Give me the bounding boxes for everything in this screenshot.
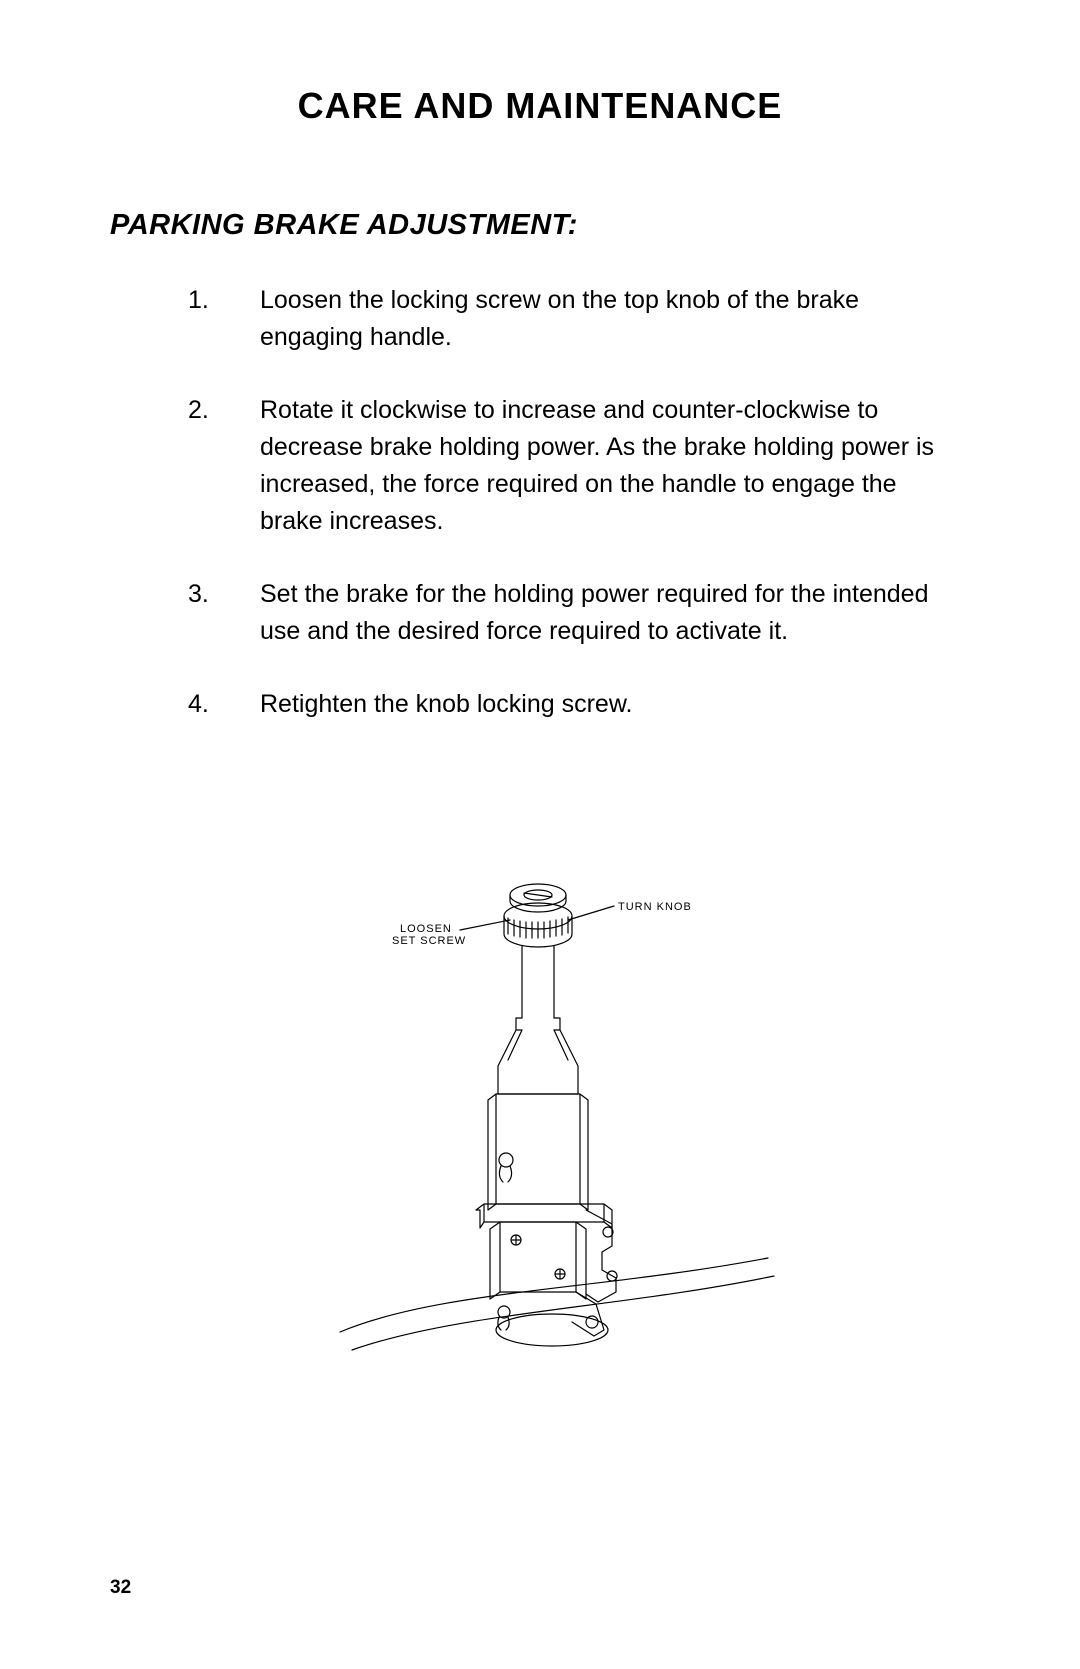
list-item: 4. Retighten the knob locking screw. xyxy=(188,686,940,723)
instruction-list: 1. Loosen the locking screw on the top k… xyxy=(110,282,970,723)
step-number: 4. xyxy=(188,686,260,723)
step-text: Set the brake for the holding power requ… xyxy=(260,576,940,650)
diagram-label-set-screw: SET SCREW xyxy=(392,935,466,947)
diagram-label-turn-knob: TURN KNOB xyxy=(618,901,692,913)
document-page: CARE AND MAINTENANCE PARKING BRAKE ADJUS… xyxy=(0,0,1080,1669)
section-heading: PARKING BRAKE ADJUSTMENT: xyxy=(110,209,970,242)
step-text: Rotate it clockwise to increase and coun… xyxy=(260,392,940,540)
list-item: 1. Loosen the locking screw on the top k… xyxy=(188,282,940,356)
step-number: 1. xyxy=(188,282,260,356)
step-number: 2. xyxy=(188,392,260,540)
list-item: 3. Set the brake for the holding power r… xyxy=(188,576,940,650)
page-number: 32 xyxy=(110,1577,131,1599)
page-title: CARE AND MAINTENANCE xyxy=(110,85,970,127)
brake-svg: TURN KNOB LOOSEN SET SCREW xyxy=(300,860,800,1380)
brake-diagram: TURN KNOB LOOSEN SET SCREW xyxy=(300,860,800,1380)
step-number: 3. xyxy=(188,576,260,650)
step-text: Loosen the locking screw on the top knob… xyxy=(260,282,940,356)
step-text: Retighten the knob locking screw. xyxy=(260,686,940,723)
diagram-label-loosen: LOOSEN xyxy=(400,923,452,935)
list-item: 2. Rotate it clockwise to increase and c… xyxy=(188,392,940,540)
